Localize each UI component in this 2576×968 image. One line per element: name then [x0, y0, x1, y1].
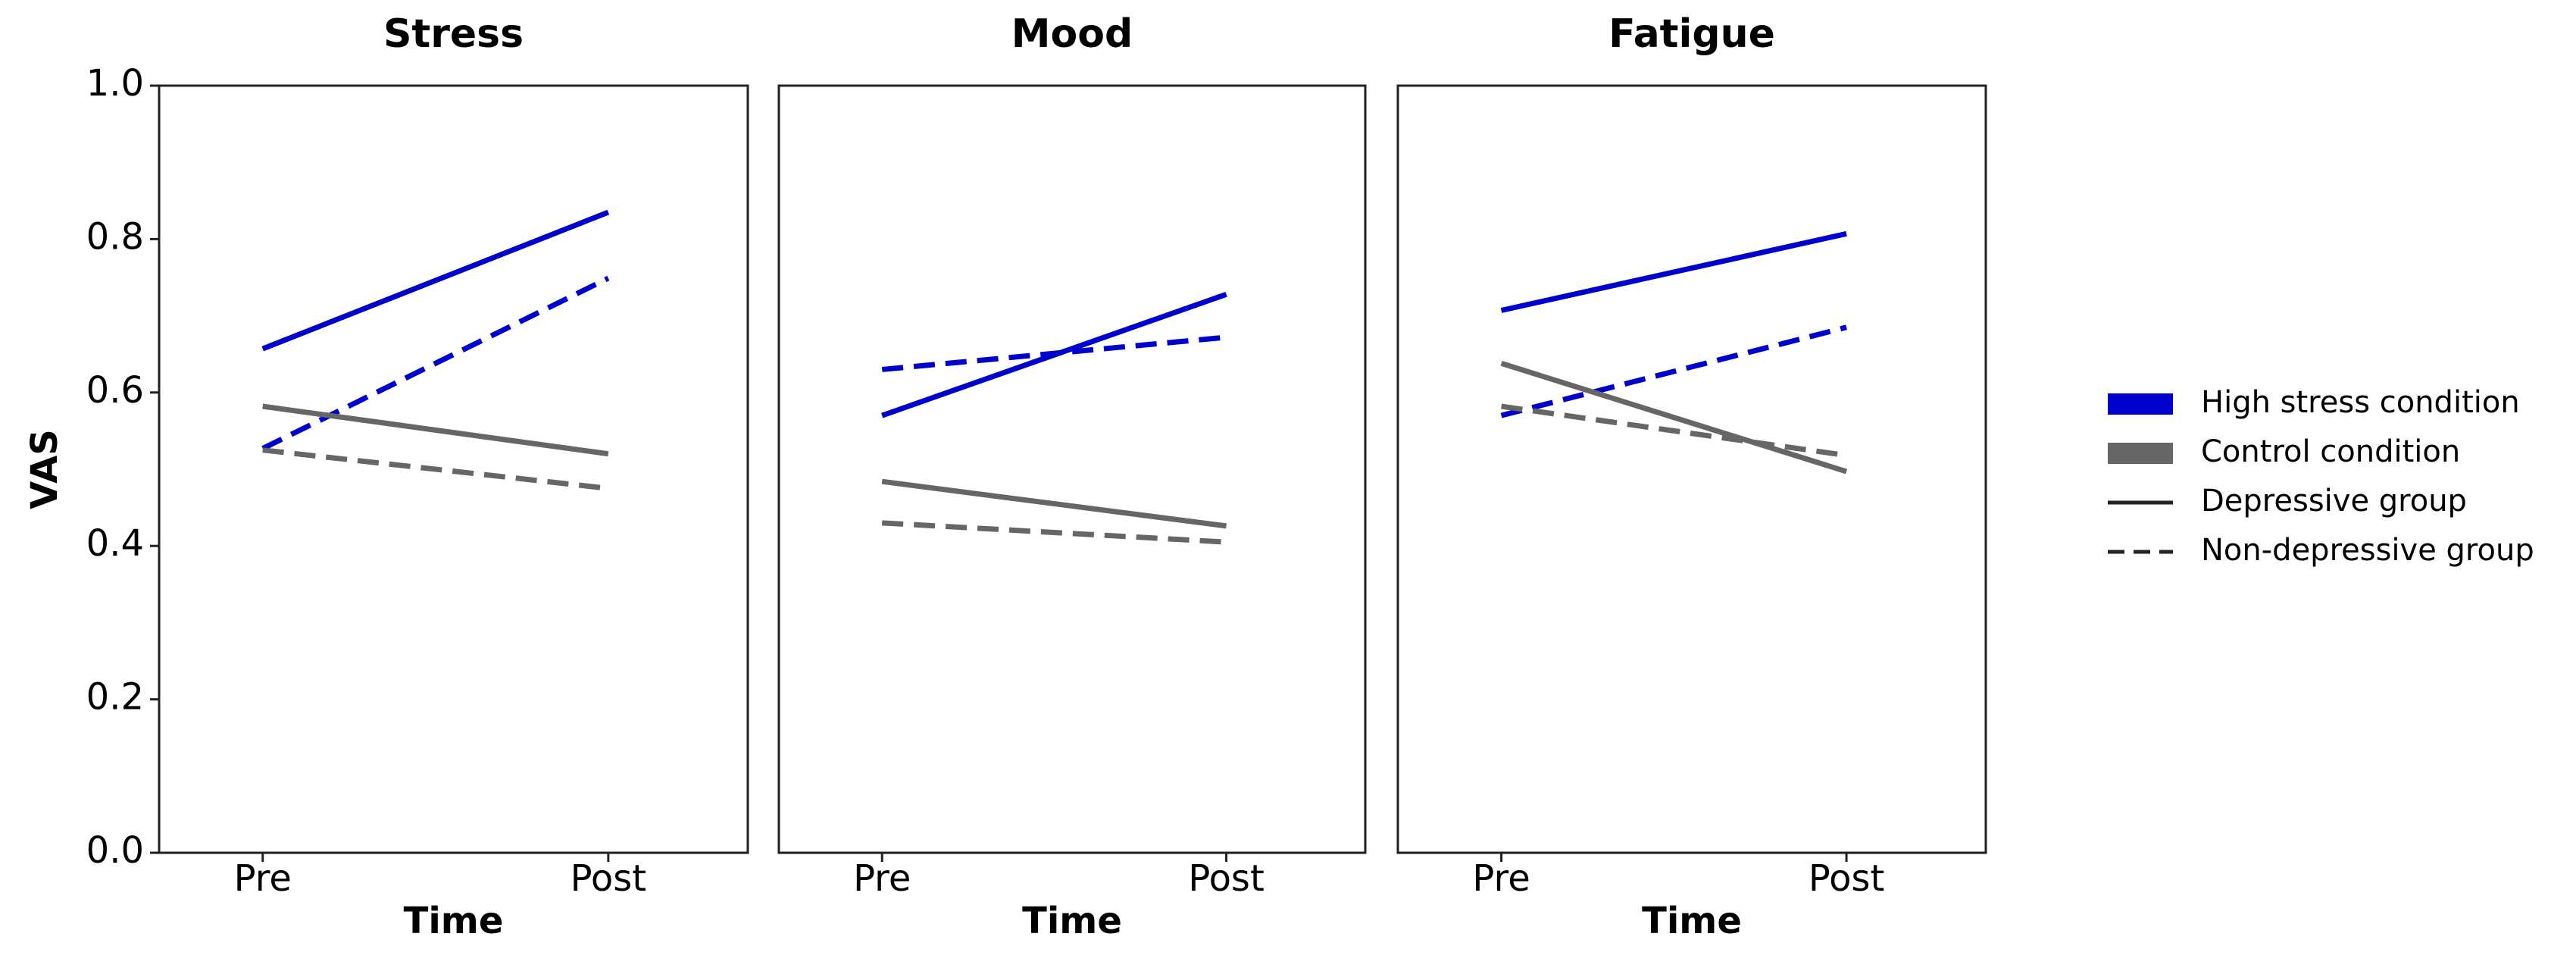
legend-swatch	[2108, 443, 2173, 464]
y-axis-label: VAS	[23, 429, 66, 509]
plot-frame	[158, 84, 749, 854]
legend-label: Control condition	[2201, 434, 2460, 469]
series-line	[262, 403, 609, 457]
plot-frame	[1396, 84, 1987, 854]
x-axis-label: Time	[1642, 900, 1742, 942]
series-line	[1500, 324, 1847, 418]
series-line	[881, 334, 1227, 372]
panel-title: Mood	[1011, 11, 1133, 57]
series-line	[261, 275, 610, 451]
y-tick-label: 0.6	[86, 369, 144, 412]
series-line	[1500, 230, 1847, 313]
x-tick-label: Pre	[234, 857, 292, 900]
legend-label: Depressive group	[2201, 484, 2467, 518]
series-line	[881, 478, 1227, 529]
x-axis-label: Time	[404, 900, 504, 942]
panel-title: Stress	[383, 11, 524, 57]
series-line	[1501, 403, 1847, 459]
series-line	[1500, 361, 1848, 475]
legend-label: Non-depressive group	[2201, 533, 2534, 568]
series-line	[262, 447, 609, 491]
y-tick-label: 0.4	[86, 522, 144, 565]
x-tick-label: Post	[1188, 857, 1264, 900]
y-tick-label: 0.8	[86, 215, 144, 258]
plot-frame	[777, 84, 1367, 854]
x-tick-label: Post	[1809, 857, 1884, 900]
x-axis-label: Time	[1022, 900, 1122, 942]
series-line	[882, 520, 1227, 545]
x-tick-label: Pre	[853, 857, 911, 900]
series-line	[261, 209, 610, 352]
y-tick-label: 1.0	[86, 62, 144, 105]
panel-title: Fatigue	[1608, 11, 1775, 57]
y-tick-label: 0.2	[86, 676, 144, 719]
y-tick-label: 0.0	[86, 829, 144, 872]
legend-swatch	[2108, 393, 2173, 415]
x-tick-label: Post	[571, 857, 646, 900]
x-tick-label: Pre	[1472, 857, 1530, 900]
legend-label: High stress condition	[2201, 385, 2520, 420]
